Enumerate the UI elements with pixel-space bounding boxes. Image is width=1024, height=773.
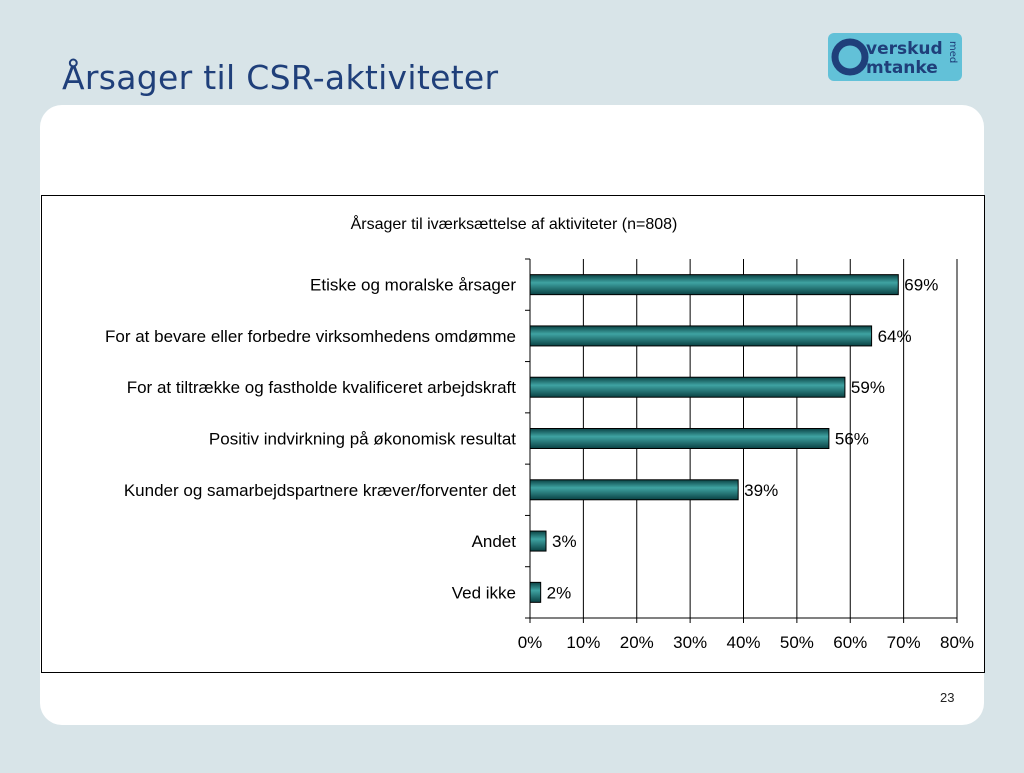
category-label: Positiv indvirkning på økonomisk resulta… bbox=[209, 430, 516, 449]
category-label: Etiske og moralske årsager bbox=[310, 276, 516, 295]
bar bbox=[529, 479, 739, 501]
bar bbox=[529, 376, 846, 398]
category-label: Kunder og samarbejdspartnere kræver/forv… bbox=[124, 481, 516, 500]
x-tick-label: 80% bbox=[940, 633, 974, 652]
logo-line2: mtanke bbox=[866, 58, 938, 78]
x-tick-label: 20% bbox=[620, 633, 654, 652]
bar-value-label: 56% bbox=[835, 430, 869, 449]
bar-value-label: 3% bbox=[552, 532, 577, 551]
logo-vertical: med bbox=[947, 41, 958, 63]
x-tick-label: 50% bbox=[780, 633, 814, 652]
x-tick-label: 30% bbox=[673, 633, 707, 652]
bar-value-label: 69% bbox=[904, 276, 938, 295]
category-label: For at tiltrække og fastholde kvalificer… bbox=[127, 378, 517, 397]
x-tick-label: 70% bbox=[887, 633, 921, 652]
bar-chart: Årsager til iværksættelse af aktiviteter… bbox=[105, 214, 974, 652]
bars: 69% 64% 59% 56% 39% 3% 2% bbox=[529, 274, 938, 603]
logo-line1: verskud bbox=[866, 39, 943, 59]
x-tick-label: 10% bbox=[566, 633, 600, 652]
chart-container: Årsager til iværksættelse af aktiviteter… bbox=[41, 195, 985, 673]
bar-value-label: 2% bbox=[547, 583, 572, 602]
bar-value-label: 59% bbox=[851, 378, 885, 397]
bar bbox=[529, 325, 873, 347]
bar-value-label: 39% bbox=[744, 481, 778, 500]
bar bbox=[529, 428, 830, 449]
category-label: For at bevare eller forbedre virksomhede… bbox=[105, 327, 516, 346]
company-logo: verskud mtanke med bbox=[828, 33, 962, 81]
x-tick-label: 60% bbox=[833, 633, 867, 652]
category-label: Andet bbox=[472, 532, 517, 551]
category-label: Ved ikke bbox=[452, 583, 516, 602]
axes: 0% 10% 20% 30% 40% 50% 60% 70% 80% Etiske og mora… bbox=[105, 258, 974, 652]
chart-title: Årsager til iværksættelse af aktiviteter… bbox=[351, 214, 678, 233]
x-tick-label: 40% bbox=[726, 633, 760, 652]
x-tick-label: 0% bbox=[518, 633, 543, 652]
bar-value-label: 64% bbox=[878, 327, 912, 346]
page-number: 23 bbox=[940, 690, 955, 705]
bar bbox=[529, 530, 547, 552]
bar bbox=[529, 581, 542, 603]
slide-title: Årsager til CSR-aktiviteter bbox=[62, 58, 499, 97]
bar bbox=[529, 274, 899, 296]
